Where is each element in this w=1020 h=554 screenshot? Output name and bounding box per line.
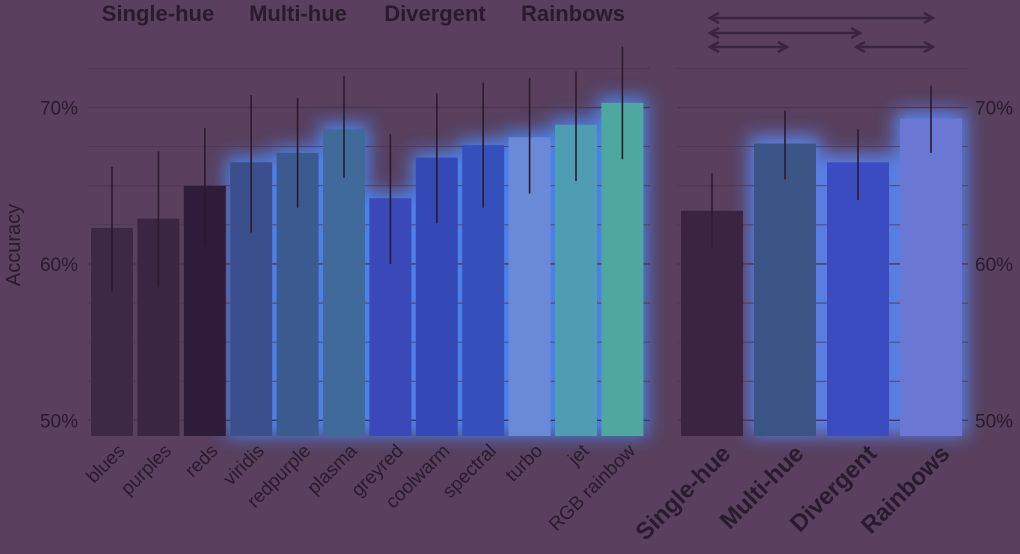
- group-label: Multi-hue: [249, 1, 347, 26]
- y-axis-label: Accuracy: [3, 204, 25, 286]
- y-tick-label-left: 50%: [40, 411, 78, 432]
- error-bars: [111, 46, 932, 293]
- arrowhead: [853, 40, 866, 54]
- arrowhead: [850, 26, 863, 40]
- arrowhead: [707, 26, 720, 40]
- arrowhead: [777, 40, 790, 54]
- y-tick-label-right: 70%: [975, 99, 1013, 120]
- group-label: Rainbows: [521, 1, 625, 26]
- bar-divergent: [827, 162, 889, 437]
- group-label: Divergent: [384, 1, 486, 26]
- x-tick-label: Single-hue: [630, 440, 736, 546]
- group-label: Single-hue: [102, 1, 214, 26]
- x-tick-label: purples: [117, 441, 176, 500]
- bar-rainbows: [900, 118, 962, 437]
- x-tick-label: reds: [181, 441, 222, 482]
- comparison-brackets: [707, 11, 936, 54]
- y-tick-label-left: 70%: [40, 99, 78, 120]
- y-tick-label-left: 60%: [40, 255, 78, 276]
- y-tick-label-right: 50%: [975, 411, 1013, 432]
- bar-multi-hue: [754, 143, 816, 437]
- arrowhead: [923, 40, 936, 54]
- x-tick-label: turbo: [502, 441, 547, 486]
- bar-plasma: [323, 129, 365, 436]
- x-tick-label: jet: [564, 440, 594, 470]
- arrowhead: [707, 11, 720, 25]
- y-tick-label-right: 60%: [975, 255, 1013, 276]
- arrowhead: [707, 40, 720, 54]
- arrowhead: [923, 11, 936, 25]
- right-panel-bars: [681, 118, 962, 437]
